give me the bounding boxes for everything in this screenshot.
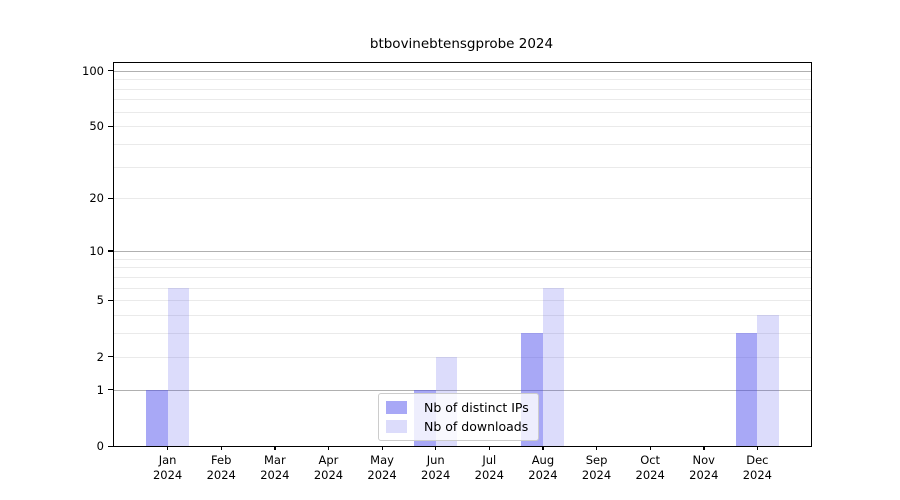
y-tick-label: 50 [89,119,104,134]
y-tick-label: 100 [82,63,104,78]
minor-gridline [114,333,811,335]
bars-layer [114,63,811,446]
minor-gridline [114,287,811,289]
x-tick-label: Nov 2024 [689,453,719,482]
y-tick-mark [108,250,113,252]
minor-gridline [114,111,811,113]
minor-gridline [114,79,811,81]
minor-gridline [114,300,811,302]
minor-gridline [114,276,811,278]
x-tick-label: Jun 2024 [421,453,451,482]
x-tick-label: Jan 2024 [152,453,183,482]
bar-distinct-ips-dec [735,333,758,446]
y-tick-mark [108,70,113,72]
x-tick-label: Oct 2024 [635,453,665,482]
y-tick-label: 0 [96,439,104,453]
x-tick-mark [167,446,169,450]
x-tick-mark [435,446,437,450]
minor-gridline [114,267,811,269]
legend-item-distinct-ips: Nb of distinct IPs [386,400,529,415]
gridlines-layer [114,63,811,446]
x-tick-mark [488,446,491,450]
y-tick-mark [108,197,113,200]
x-tick-mark [220,446,223,450]
legend-label-downloads: Nb of downloads [424,419,529,434]
minor-gridline [114,198,811,200]
bar-downloads-jan [167,287,190,446]
x-tick-label: Jul 2024 [474,453,504,482]
y-tick-mark [108,299,113,302]
minor-gridline [114,88,811,90]
y-tick-label: 20 [89,191,104,206]
y-tick-label: 5 [96,293,104,308]
minor-gridline [114,143,811,145]
x-tick-label: Aug 2024 [528,453,558,482]
y-tick-label: 2 [96,349,104,364]
ticks-layer: 0 1 2 5 10 20 50 100 Jan 2024 Feb 2024 Mar 2024 Apr… [82,63,811,482]
bar-downloads-dec [757,315,779,446]
minor-gridline [114,99,811,101]
minor-gridline [114,258,811,260]
minor-gridline [114,126,811,128]
x-tick-label: Feb 2024 [206,453,236,482]
x-tick-mark [381,446,383,450]
x-tick-label: Dec 2024 [742,453,773,482]
bar-distinct-ips-jan [146,389,168,446]
major-gridline [114,250,811,252]
y-tick-mark [108,389,113,391]
x-tick-label: Apr 2024 [313,453,344,482]
chart-title: btbovinebtensgprobe 2024 [369,36,554,52]
major-gridline [114,389,811,391]
y-tick-label: 1 [96,382,104,397]
bar-downloads-aug [542,287,565,446]
x-tick-mark [703,446,705,450]
x-tick-mark [756,446,759,450]
legend-swatch-downloads [386,420,407,433]
minor-gridline [114,166,811,168]
plot-area: 0 1 2 5 10 20 50 100 Jan 2024 Feb 2024 Mar 2024 Apr… [82,62,812,482]
y-tick-label: 10 [89,243,104,258]
legend: Nb of distinct IPs Nb of downloads [378,393,539,441]
x-tick-label: May 2024 [367,453,397,482]
minor-gridline [114,315,811,317]
x-tick-label: Mar 2024 [260,453,290,482]
x-tick-label: Sep 2024 [581,453,612,482]
x-tick-mark [596,446,598,450]
y-tick-mark [108,356,113,358]
legend-swatch-distinct-ips [386,401,407,414]
y-tick-mark [108,445,113,447]
x-tick-mark [649,446,651,450]
x-tick-mark [327,446,330,450]
minor-gridline [114,356,811,358]
legend-label-distinct-ips: Nb of distinct IPs [424,400,529,415]
x-tick-mark [274,446,276,450]
y-tick-mark [108,125,113,128]
major-gridline [114,70,811,72]
legend-item-downloads: Nb of downloads [386,419,529,434]
x-tick-mark [542,446,544,450]
